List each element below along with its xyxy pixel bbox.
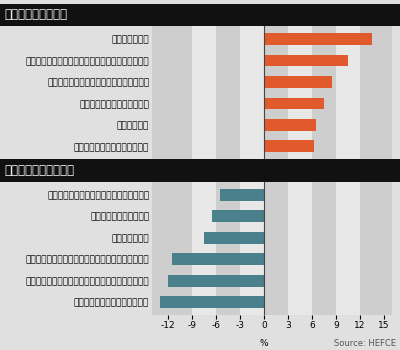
Bar [360,182,384,315]
Bar [172,253,264,265]
Bar [204,232,264,244]
Bar [336,26,360,159]
Bar [216,26,240,159]
Bar [264,140,314,152]
Bar [168,275,264,287]
Bar [240,26,264,159]
Bar [264,55,348,66]
Bar [312,26,336,159]
Bar [240,182,264,315]
Bar [264,26,288,159]
Bar [360,26,384,159]
Bar [168,182,192,315]
Bar [264,33,372,45]
Bar [192,26,216,159]
Text: 予算を削減される大学: 予算を削減される大学 [4,164,74,177]
Bar [160,296,264,308]
Bar [264,76,332,88]
Bar [312,182,336,315]
Bar [168,26,192,159]
Bar [264,182,288,315]
Bar [220,189,264,201]
Bar [192,182,216,315]
Bar [264,119,316,131]
Bar [216,182,240,315]
Bar [288,26,312,159]
Bar [264,98,324,109]
Bar [336,182,360,315]
Text: %: % [260,339,268,348]
Bar [212,210,264,222]
Text: Source: HEFCE: Source: HEFCE [334,339,396,348]
Text: 予算が増加する大学: 予算が増加する大学 [4,8,67,21]
Bar [288,182,312,315]
